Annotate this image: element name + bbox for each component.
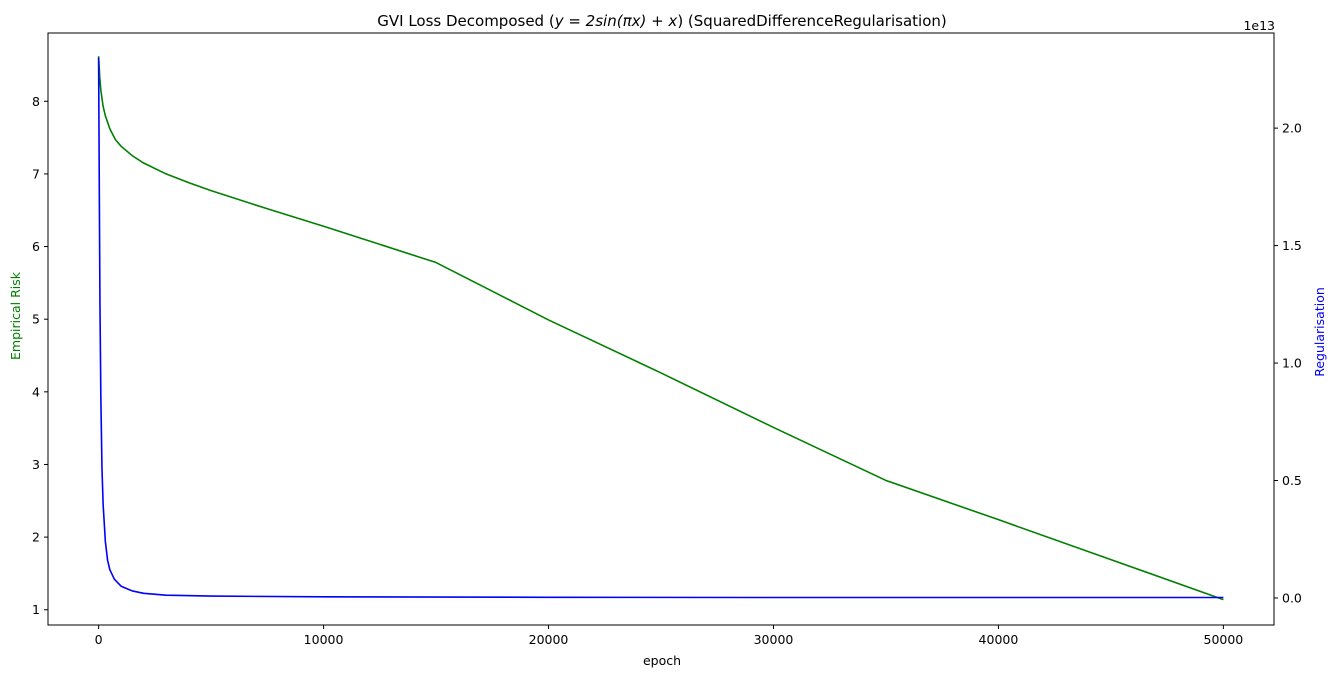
y-left-tick-label: 3 <box>32 457 40 472</box>
y-right-tick-label: 0.0 <box>1282 590 1302 605</box>
y-right-tick-label: 1.0 <box>1282 356 1302 371</box>
plot-frame <box>47 32 1275 626</box>
y-left-tick-label: 6 <box>32 239 40 254</box>
x-axis-title: epoch <box>643 653 681 668</box>
x-tick-label: 20000 <box>529 632 569 647</box>
chart-title-prefix: GVI Loss Decomposed ( <box>377 12 554 30</box>
chart-title: GVI Loss Decomposed (y = 2sin(πx) + x) (… <box>377 12 946 30</box>
x-tick-label: 30000 <box>754 632 794 647</box>
chart-title-suffix: ) (SquaredDifferenceRegularisation) <box>677 12 946 30</box>
y-right-tick-label: 2.0 <box>1282 121 1302 136</box>
series-layer <box>97 56 1224 601</box>
y-left-tick-label: 8 <box>32 94 40 109</box>
y-left-tick-label: 1 <box>32 602 40 617</box>
y-left-tick-label: 7 <box>32 166 40 181</box>
x-tick-label: 40000 <box>979 632 1019 647</box>
x-tick-label: 0 <box>95 632 103 647</box>
x-tick-label: 50000 <box>1204 632 1244 647</box>
series-line-left <box>97 56 1224 601</box>
right-axis-offset-label: 1e13 <box>1243 18 1275 33</box>
y-left-tick-label: 2 <box>32 530 40 545</box>
ticks-layer: 0 10000 20000 30000 40000 50000 1 2 3 4 5 6 7 8 0.0 0.5… <box>32 32 1302 647</box>
chart-title-math: y = 2sin(πx) + x <box>554 12 678 30</box>
y-right-tick-label: 1.5 <box>1282 238 1302 253</box>
series-line-right <box>97 57 1224 599</box>
y-axis-left-title: Empirical Risk <box>8 271 23 360</box>
y-left-tick-label: 5 <box>32 312 40 327</box>
x-tick-label: 10000 <box>304 632 344 647</box>
y-left-tick-label: 4 <box>32 384 40 399</box>
y-axis-right-title: Regularisation <box>1312 287 1327 377</box>
y-right-tick-label: 0.5 <box>1282 473 1302 488</box>
